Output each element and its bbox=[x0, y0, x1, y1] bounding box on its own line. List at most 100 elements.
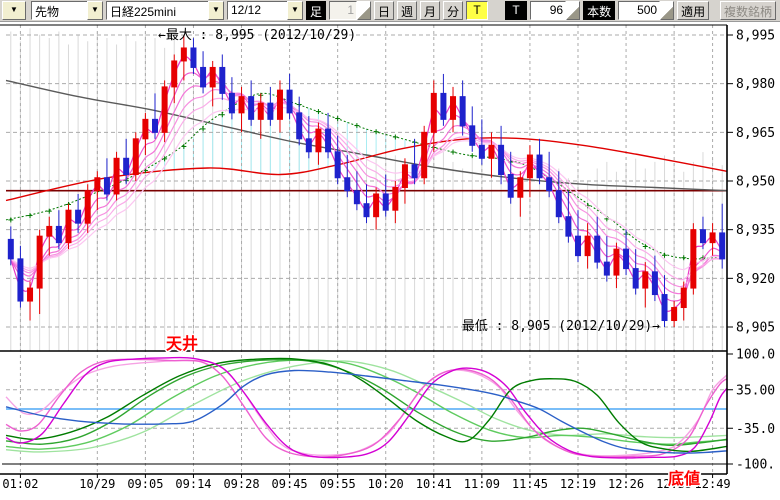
tick-count-value[interactable]: 96 bbox=[530, 1, 567, 20]
candle-down bbox=[75, 209, 82, 224]
candle-down bbox=[344, 177, 351, 192]
candle-down bbox=[363, 203, 370, 218]
svg-text:8,935: 8,935 bbox=[736, 223, 775, 238]
svg-text:12:49: 12:49 bbox=[695, 477, 731, 491]
bars-count-value[interactable]: 500 bbox=[618, 1, 661, 20]
interval-value: 1 bbox=[329, 1, 358, 20]
rci-pink-3 bbox=[5, 359, 728, 457]
candle-down bbox=[123, 157, 130, 176]
candle-up bbox=[132, 138, 139, 176]
candle-up bbox=[46, 225, 53, 237]
tick-toggle-button[interactable]: T bbox=[466, 1, 489, 20]
candle-down bbox=[603, 261, 610, 276]
candle-down bbox=[353, 190, 360, 205]
candle-up bbox=[430, 92, 437, 133]
svg-text:100.0: 100.0 bbox=[736, 348, 775, 363]
candle-up bbox=[36, 235, 43, 289]
rci-green-1 bbox=[5, 360, 728, 453]
minute-button[interactable]: 分 bbox=[443, 1, 464, 20]
spinner-icon[interactable] bbox=[357, 1, 372, 20]
candle-down bbox=[228, 92, 235, 114]
candle-up bbox=[690, 229, 697, 289]
rci-green-3 bbox=[5, 358, 728, 447]
osc-axis: 100.0 35.00 -35.0 -100. bbox=[727, 348, 775, 473]
gray-ma-line bbox=[5, 79, 728, 192]
ashi-button[interactable]: 足 bbox=[306, 1, 327, 20]
rci-green-4 bbox=[5, 357, 728, 453]
oscillator-panel bbox=[5, 356, 728, 459]
candle-up bbox=[315, 128, 322, 153]
svg-text:11:45: 11:45 bbox=[512, 477, 548, 491]
month-button[interactable]: 月 bbox=[420, 1, 441, 20]
market-select[interactable]: 先物 ▼ bbox=[31, 1, 103, 20]
svg-text:8,980: 8,980 bbox=[736, 77, 775, 92]
candle-down bbox=[478, 144, 485, 159]
candle-down bbox=[469, 125, 476, 146]
nav-dropdown[interactable]: ▼ bbox=[2, 1, 28, 20]
interval-spinner: 1 bbox=[329, 1, 372, 20]
candle-up bbox=[526, 154, 533, 179]
bottom-label: 底値 bbox=[668, 469, 700, 488]
max-price-label: ←最大 : 8,995 (2012/10/29) bbox=[158, 28, 356, 43]
candle-down bbox=[296, 112, 303, 140]
candle-down bbox=[661, 294, 668, 322]
candle-up bbox=[209, 66, 216, 88]
candle-down bbox=[651, 271, 658, 296]
week-button[interactable]: 週 bbox=[397, 1, 418, 20]
chevron-down-icon[interactable]: ▼ bbox=[208, 1, 224, 20]
chevron-down-icon[interactable]: ▼ bbox=[87, 1, 103, 20]
spinner-icon[interactable] bbox=[566, 1, 581, 20]
candle-up bbox=[142, 118, 149, 140]
svg-text:09:55: 09:55 bbox=[320, 477, 356, 491]
symbol-select-value: 日経225mini bbox=[106, 1, 208, 20]
svg-text:09:05: 09:05 bbox=[127, 477, 163, 491]
candle-down bbox=[17, 258, 24, 302]
symbol-select[interactable]: 日経225mini ▼ bbox=[106, 1, 224, 20]
candle-up bbox=[84, 190, 91, 224]
svg-text:8,920: 8,920 bbox=[736, 272, 775, 287]
candle-up bbox=[680, 287, 687, 309]
rci-pink-1 bbox=[5, 356, 728, 459]
svg-text:09:45: 09:45 bbox=[272, 477, 308, 491]
candle-down bbox=[536, 154, 543, 179]
apply-button[interactable]: 適用 bbox=[677, 1, 710, 20]
day-button[interactable]: 日 bbox=[374, 1, 395, 20]
candle-down bbox=[411, 164, 418, 179]
candle-up bbox=[257, 102, 264, 120]
bars-count-spinner[interactable]: 500 bbox=[618, 1, 675, 20]
svg-text:-35.0: -35.0 bbox=[736, 422, 775, 437]
candle-down bbox=[632, 268, 639, 289]
candle-down bbox=[286, 89, 293, 114]
svg-text:8,950: 8,950 bbox=[736, 175, 775, 190]
date-select[interactable]: 12/12 ▼ bbox=[227, 1, 303, 20]
candle-down bbox=[305, 138, 312, 153]
candle-up bbox=[450, 96, 457, 120]
chevron-down-icon[interactable]: ▼ bbox=[2, 1, 26, 20]
candle-up bbox=[238, 96, 245, 114]
candle-down bbox=[699, 229, 706, 244]
svg-text:35.00: 35.00 bbox=[736, 383, 775, 398]
candle-down bbox=[248, 96, 255, 120]
candle-down bbox=[574, 235, 581, 257]
candle-down bbox=[555, 190, 562, 218]
candle-up bbox=[488, 144, 495, 159]
candle-down bbox=[200, 66, 207, 88]
svg-text:10:20: 10:20 bbox=[368, 477, 404, 491]
chevron-down-icon[interactable]: ▼ bbox=[287, 1, 303, 20]
svg-text:8,995: 8,995 bbox=[736, 29, 775, 44]
spinner-icon[interactable] bbox=[660, 1, 675, 20]
svg-text:10:41: 10:41 bbox=[416, 477, 452, 491]
multi-symbol-button: 複数銘柄 bbox=[719, 1, 776, 20]
candle-up bbox=[709, 232, 716, 244]
candle-up bbox=[373, 193, 380, 218]
tick-count-spinner[interactable]: 96 bbox=[530, 1, 581, 20]
candle-down bbox=[103, 177, 110, 195]
candle-down bbox=[7, 238, 14, 260]
candle-down bbox=[325, 128, 332, 153]
price-axis: 8,995 8,980 8,965 8,950 8,935 8,920 8,905 bbox=[727, 29, 775, 336]
svg-text:09:14: 09:14 bbox=[175, 477, 211, 491]
candle-up bbox=[671, 307, 678, 322]
candle-up bbox=[392, 186, 399, 211]
green-ma-line bbox=[5, 92, 728, 260]
chart-annotations: ←最大 : 8,995 (2012/10/29) 最低 : 8,905 (2012… bbox=[158, 28, 702, 490]
